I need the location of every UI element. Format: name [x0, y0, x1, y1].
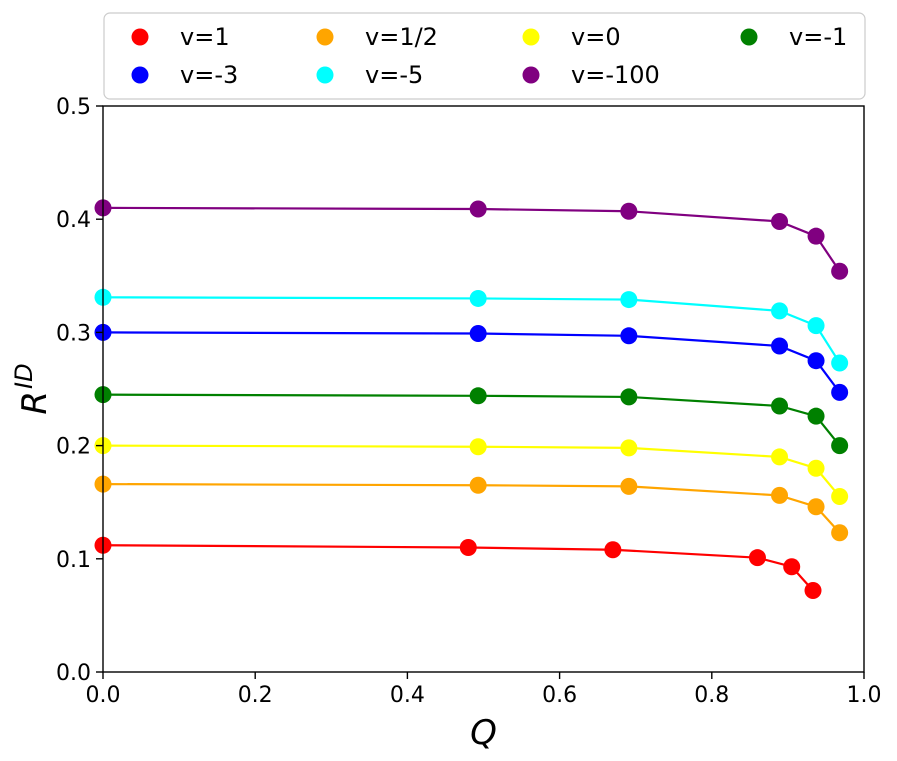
data-point-v-3: [620, 327, 638, 345]
y-tick-label: 0.1: [56, 548, 91, 573]
data-point-v-5: [469, 289, 487, 307]
data-point-v-0: [807, 459, 825, 477]
data-point-v-1: [748, 549, 766, 567]
y-tick-label: 0.5: [56, 95, 91, 120]
legend-marker-v-3: [131, 66, 149, 84]
data-point-v-1: [804, 581, 822, 599]
legend-label-v-5: v=-5: [365, 61, 423, 89]
data-point-v-5: [807, 317, 825, 335]
y-axis-label: RID: [10, 363, 55, 414]
data-point-v-1: [604, 541, 622, 559]
x-tick-label: 0.4: [390, 683, 425, 708]
data-point-v-1: [831, 437, 849, 455]
data-point-v-1-2: [807, 498, 825, 516]
data-point-v-1: [620, 388, 638, 406]
data-point-v-100: [807, 227, 825, 245]
data-point-v-1-2: [771, 486, 789, 504]
legend-label-v-100: v=-100: [571, 61, 660, 89]
series-group: [94, 199, 849, 599]
axes-group: 0.0 0.2 0.4 0.6 0.8 1.0 0.0 0.1 0.2 0.3 0.4 0.5 Q RID: [10, 95, 882, 753]
legend-marker-v-1: [131, 28, 149, 46]
data-point-v-0: [469, 438, 487, 456]
y-tick-label: 0.2: [56, 435, 91, 460]
x-axis-label: Q: [470, 713, 497, 753]
legend-label-v-3: v=-3: [180, 61, 238, 89]
legend-marker-v-5: [316, 66, 334, 84]
legend-label-v-0: v=0: [571, 23, 621, 51]
legend-marker-v-1-2: [316, 28, 334, 46]
plot-background: [103, 106, 864, 672]
y-tick-label: 0.4: [56, 208, 91, 233]
data-point-v-100: [620, 202, 638, 220]
x-tick-label: 0.0: [86, 683, 121, 708]
data-point-v-1-2: [620, 477, 638, 495]
legend: v=1 v=1/2 v=0 v=-1 v=-3 v=-5 v=-100: [103, 12, 866, 100]
data-point-v-1: [771, 397, 789, 415]
data-point-v-3: [831, 383, 849, 401]
data-point-v-1: [807, 407, 825, 425]
plot-area: [103, 106, 864, 672]
data-point-v-1-2: [469, 476, 487, 494]
data-point-v-1: [783, 558, 801, 576]
data-point-v-3: [469, 325, 487, 343]
legend-marker-v-0: [522, 28, 540, 46]
axes-frame: [102, 105, 865, 673]
legend-label-v-1-2: v=1/2: [365, 23, 438, 51]
x-tick-label: 1.0: [847, 683, 882, 708]
y-tick-label: 0.3: [56, 321, 91, 346]
data-point-v-0: [831, 488, 849, 506]
x-tick-label: 0.2: [238, 683, 273, 708]
x-tick-label: 0.6: [542, 683, 577, 708]
data-point-v-0: [771, 448, 789, 466]
data-point-v-1: [469, 387, 487, 405]
data-point-v-100: [469, 200, 487, 218]
data-point-v-5: [771, 302, 789, 320]
data-point-v-5: [620, 291, 638, 309]
data-point-v-100: [831, 262, 849, 280]
legend-box: [103, 12, 866, 100]
data-point-v-100: [771, 212, 789, 230]
y-tick-label: 0.0: [56, 661, 91, 686]
legend-label-v-1: v=-1: [789, 23, 847, 51]
legend-label-v-1: v=1: [180, 23, 230, 51]
data-point-v-1-2: [831, 524, 849, 542]
x-tick-label: 0.8: [694, 683, 729, 708]
data-point-v-3: [771, 337, 789, 355]
data-point-v-5: [831, 354, 849, 372]
data-point-v-0: [620, 439, 638, 457]
data-point-v-1: [459, 538, 477, 556]
legend-marker-v-100: [522, 66, 540, 84]
data-point-v-3: [807, 352, 825, 370]
legend-marker-v-1: [740, 28, 758, 46]
